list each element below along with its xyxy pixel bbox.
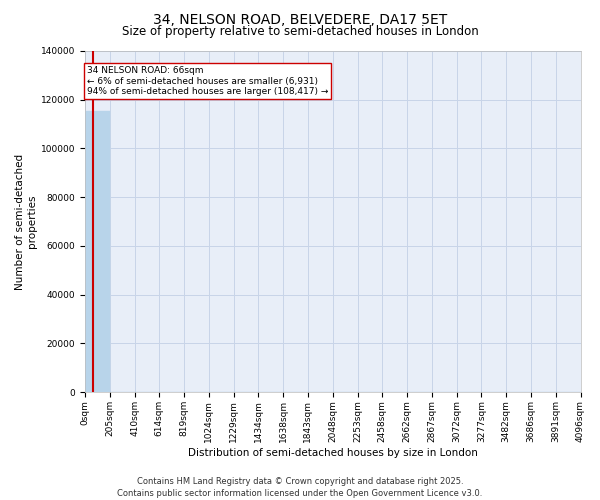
Text: 34, NELSON ROAD, BELVEDERE, DA17 5ET: 34, NELSON ROAD, BELVEDERE, DA17 5ET	[153, 12, 447, 26]
Bar	[85, 111, 110, 392]
Y-axis label: Number of semi-detached
properties: Number of semi-detached properties	[15, 154, 37, 290]
X-axis label: Distribution of semi-detached houses by size in London: Distribution of semi-detached houses by …	[188, 448, 478, 458]
Text: 34 NELSON ROAD: 66sqm
← 6% of semi-detached houses are smaller (6,931)
94% of se: 34 NELSON ROAD: 66sqm ← 6% of semi-detac…	[87, 66, 328, 96]
Text: Contains HM Land Registry data © Crown copyright and database right 2025.
Contai: Contains HM Land Registry data © Crown c…	[118, 476, 482, 498]
Text: Size of property relative to semi-detached houses in London: Size of property relative to semi-detach…	[122, 25, 478, 38]
